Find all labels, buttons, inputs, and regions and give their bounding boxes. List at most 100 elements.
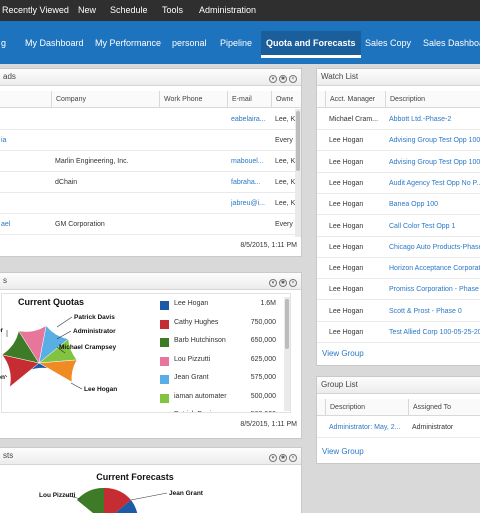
settings-icon[interactable]: ✱ [279,279,287,287]
nav-new[interactable]: New [78,5,97,15]
panel-controls: ▾ ✱ × [267,73,297,83]
forecasts-panel-title: sts [3,451,14,460]
forecast-slice-green [77,487,104,513]
table-row[interactable]: ael GM Corporation Every [0,214,301,235]
nav-recently-viewed[interactable]: Recently Viewed [2,5,69,15]
col-work-phone[interactable]: Work Phone [159,91,227,108]
lead-email[interactable]: jabreu@i... [231,200,265,207]
quotas-scrollbar[interactable] [284,297,290,411]
legend-item[interactable]: Patrick Davis 500,000 [160,408,280,412]
tab-my-dashboard[interactable]: My Dashboard [25,38,84,48]
table-row[interactable]: Lee Hogan Scott & Prost - Phase 0 [317,301,480,322]
lead-company: Marlin Engineering, Inc. [55,158,129,165]
legend-swatch [160,356,169,366]
table-row[interactable]: Lee Hogan Promiss Corporation - Phase 4 [317,279,480,301]
col-assigned-to[interactable]: Assigned To [408,399,456,416]
tab-quota-and-forecasts[interactable]: Quota and Forecasts [261,31,361,58]
lead-company: GM Corporation [55,221,105,228]
legend-swatch [160,301,169,310]
acct-manager: Lee Hogan [329,286,364,294]
nav-tools[interactable]: Tools [162,5,184,15]
opportunity-link[interactable]: Abbott Ltd.-Phase-2 [389,116,452,123]
table-row[interactable]: Lee Hogan Advising Group Test Opp 100- [317,152,480,173]
opportunity-link[interactable]: Advising Group Test Opp 100- [389,158,480,166]
nav-schedule[interactable]: Schedule [110,5,148,15]
collapse-icon[interactable]: ▾ [269,454,277,462]
table-row[interactable]: Marlin Engineering, Inc. mabouel... Lee, K [0,151,301,172]
chart-callout-label: Patrick Davis [74,314,115,321]
quotas-panel-header: s ▾ ✱ × [0,273,301,290]
opportunity-link[interactable]: Banea Opp 100 [389,201,439,209]
opportunity-link[interactable]: Test Allied Corp 100-05-25-20 [389,329,480,336]
tab-partial[interactable]: g [1,38,7,48]
opportunity-link[interactable]: Advising Group Test Opp 100- [389,137,480,145]
chart-callout-label: er [0,327,4,334]
nav-administration[interactable]: Administration [199,5,257,15]
table-row[interactable]: jabreu@i... Lee, K [0,193,301,214]
opportunity-link[interactable]: Audit Agency Test Opp No P... [389,179,480,187]
table-row[interactable]: ia Every [0,130,301,151]
opportunity-link[interactable]: Promiss Corporation - Phase 4 [389,286,480,294]
acct-manager: Lee Hogan [329,329,364,336]
collapse-icon[interactable]: ▾ [269,75,277,83]
col-acct-manager[interactable]: Acct. Manager [325,91,385,108]
close-icon[interactable]: × [289,279,297,287]
opportunity-link[interactable]: Call Color Test Opp 1 [389,222,456,230]
tab-pipeline[interactable]: Pipeline [220,38,253,48]
collapse-icon[interactable]: ▾ [269,279,277,287]
legend-item[interactable]: iaman automater 500,000 [160,390,280,408]
col-company[interactable]: Company [51,91,159,108]
chart-callout-line [56,316,73,328]
chart-title: Current Forecasts [96,472,174,482]
table-row[interactable]: dChain fabraha... Lee, K [0,172,301,193]
col-owner[interactable]: Owne [271,91,293,108]
view-group-link[interactable]: View Group [322,447,364,456]
lead-email[interactable]: mabouel... [231,158,264,165]
col-description[interactable]: Description [385,91,480,108]
col-description[interactable]: Description [325,399,408,416]
opportunity-link[interactable]: Horizon Acceptance Corporati [389,265,480,273]
leads-panel-title: ads [3,72,16,81]
group-description[interactable]: Administrator: May, 2... [329,424,401,431]
legend-item[interactable]: Jean Grant 575,000 [160,371,280,389]
legend-value: 650,000 [250,337,276,344]
table-row[interactable]: Lee Hogan Advising Group Test Opp 100- [317,130,480,152]
legend-item[interactable]: Barb Hutchinson 650,000 [160,334,280,352]
lead-name[interactable]: ia [1,137,7,144]
table-row[interactable]: Lee Hogan Call Color Test Opp 1 [317,216,480,237]
legend-item[interactable]: Lou Pizzutti 625,000 [160,353,280,371]
legend-item[interactable]: Lee Hogan 1.6M [160,297,280,315]
opportunity-link[interactable]: Scott & Prost - Phase 0 [389,307,462,315]
leads-scrollbar[interactable] [295,109,301,237]
col-email[interactable]: E-mail [227,91,271,108]
legend-item[interactable]: Cathy Hughes 750,000 [160,316,280,334]
lead-email[interactable]: eabelaira... [231,116,266,123]
acct-manager: Lee Hogan [329,265,364,273]
table-row[interactable]: Lee Hogan Horizon Acceptance Corporati [317,258,480,280]
chart-callout-label: Michael Crampsey [59,344,116,351]
table-row[interactable]: Administrator: May, 2... Administrator [317,417,480,438]
tab-sales-copy[interactable]: Sales Copy [365,38,412,48]
pie-slice[interactable] [38,359,78,383]
legend-label: Lou Pizzutti [174,355,211,363]
table-row[interactable]: eabelaira... Lee, K [0,109,301,130]
lead-email[interactable]: fabraha... [231,179,261,186]
settings-icon[interactable]: ✱ [279,75,287,83]
settings-icon[interactable]: ✱ [279,454,287,462]
tab-personal[interactable]: personal [172,38,207,48]
close-icon[interactable]: × [289,454,297,462]
tab-sales-dashboard[interactable]: Sales Dashboa [423,38,480,48]
table-row[interactable]: Lee Hogan Audit Agency Test Opp No P... [317,173,480,194]
table-row[interactable]: Lee Hogan Banea Opp 100 [317,194,480,216]
lead-name[interactable]: ael [1,221,11,228]
table-row[interactable]: Michael Cram... Abbott Ltd.-Phase-2 [317,109,480,130]
table-row[interactable]: Lee Hogan Test Allied Corp 100-05-25-20 [317,322,480,343]
callout-line [64,494,82,500]
callout-jean-grant: Jean Grant [169,490,204,497]
view-group-link[interactable]: View Group [322,349,364,358]
close-icon[interactable]: × [289,75,297,83]
table-row[interactable]: Lee Hogan Chicago Auto Products-Phase [317,237,480,258]
acct-manager: Lee Hogan [329,201,364,209]
tab-my-performance[interactable]: My Performance [95,38,162,48]
opportunity-link[interactable]: Chicago Auto Products-Phase [389,243,480,251]
